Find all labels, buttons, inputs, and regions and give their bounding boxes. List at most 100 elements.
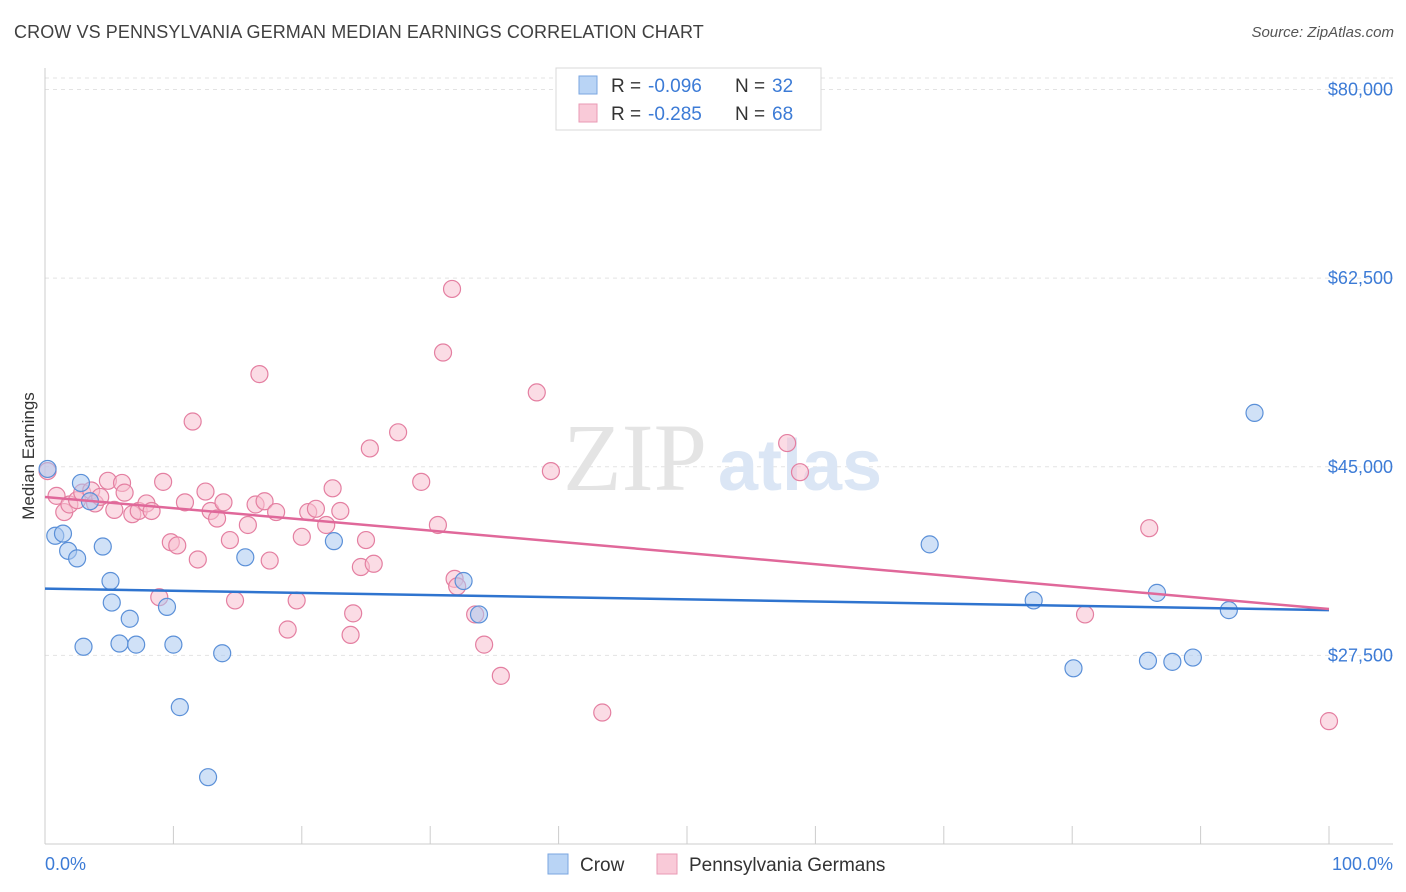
penn-point — [105, 500, 124, 519]
penn-point — [593, 703, 612, 722]
penn-point — [527, 383, 546, 402]
crow-point — [101, 571, 120, 591]
crow-point — [74, 637, 93, 656]
crow-point — [127, 635, 146, 654]
penn-point — [323, 479, 342, 498]
x-axis-ticks — [44, 826, 1330, 844]
penn-point — [175, 493, 195, 512]
penn-point — [238, 515, 257, 535]
crow-point — [324, 532, 343, 551]
penn-point — [1140, 519, 1159, 538]
crow-point — [213, 644, 232, 663]
crow-r-value: -0.096 — [648, 76, 702, 97]
penn-point — [442, 279, 462, 299]
crow-bottom-swatch — [547, 853, 569, 875]
crow-point — [469, 605, 489, 624]
crow-point — [93, 537, 112, 556]
crow-n-label: N = — [735, 76, 765, 97]
penn-point — [214, 493, 233, 512]
penn-n-label: N = — [735, 104, 765, 125]
penn-trend-line — [44, 495, 1330, 611]
penn-point — [260, 551, 279, 570]
crow-points — [38, 403, 1264, 787]
penn-point — [491, 666, 510, 685]
watermark-zip: ZIP — [563, 404, 707, 511]
y-axis-label: Median Earnings — [19, 392, 38, 520]
crow-bottom-label: Crow — [580, 855, 625, 876]
penn-point — [255, 492, 274, 511]
crow-trend-line — [44, 587, 1330, 612]
crow-point — [102, 593, 121, 612]
penn-point — [292, 527, 311, 546]
crow-point — [454, 571, 473, 591]
source-label: Source: ZipAtlas.com — [1251, 24, 1394, 41]
crow-point — [110, 634, 129, 653]
crow-point — [53, 524, 73, 543]
y-tick-label: $80,000 — [1328, 80, 1393, 100]
penn-point — [541, 461, 560, 481]
crow-point — [157, 597, 177, 616]
crow-point — [920, 535, 939, 554]
penn-r-value: -0.285 — [648, 104, 702, 125]
penn-point — [250, 364, 269, 384]
penn-point — [790, 463, 810, 482]
penn-point — [287, 591, 306, 610]
crow-legend-swatch — [578, 75, 598, 95]
penn-point — [183, 412, 202, 431]
penn-point — [475, 635, 494, 654]
penn-point — [344, 604, 363, 623]
penn-point — [778, 433, 797, 453]
chart-title: CROW VS PENNSYLVANIA GERMAN MEDIAN EARNI… — [14, 22, 704, 42]
crow-point — [71, 473, 91, 493]
crow-point — [170, 698, 189, 717]
crow-point — [67, 549, 87, 568]
x-tick-label-min: 0.0% — [45, 854, 86, 874]
penn-bottom-swatch — [656, 853, 678, 875]
crow-point — [236, 548, 255, 567]
penn-point — [220, 530, 239, 550]
penn-point — [356, 530, 376, 550]
penn-point — [196, 482, 215, 501]
penn-point — [433, 343, 453, 362]
penn-r-label: R = — [611, 104, 641, 125]
gridlines — [45, 77, 1393, 656]
penn-point — [317, 515, 336, 535]
penn-point — [225, 591, 245, 610]
stats-legend: R = -0.096 N = 32 R = -0.285 N = 68 — [555, 67, 822, 131]
penn-point — [412, 472, 431, 491]
y-tick-labels: $27,500 $45,000 $62,500 $80,000 — [1328, 80, 1393, 666]
stats-legend-box — [555, 67, 822, 131]
penn-point — [188, 550, 207, 569]
penn-point — [428, 515, 448, 535]
penn-point — [331, 501, 350, 521]
penn-point — [341, 625, 360, 645]
x-tick-label-max: 100.0% — [1332, 854, 1393, 874]
penn-point — [278, 620, 297, 639]
crow-point — [1138, 651, 1158, 670]
y-tick-label: $27,500 — [1328, 645, 1393, 665]
penn-point — [207, 509, 227, 528]
crow-point — [1163, 652, 1182, 671]
crow-point — [1245, 403, 1264, 422]
penn-legend-swatch — [578, 103, 598, 123]
crow-n-value: 32 — [772, 76, 793, 97]
crow-r-label: R = — [611, 76, 641, 97]
penn-bottom-label: Pennsylvania Germans — [689, 855, 885, 876]
penn-point — [1075, 605, 1095, 624]
crow-point — [1219, 601, 1238, 620]
penn-point — [1319, 712, 1339, 731]
penn-point — [306, 499, 326, 518]
crow-point — [1064, 659, 1083, 678]
y-tick-label: $45,000 — [1328, 457, 1393, 477]
crow-point — [164, 635, 183, 654]
penn-point — [115, 483, 134, 502]
penn-point — [47, 486, 66, 505]
crow-point — [38, 459, 57, 479]
bottom-legend: Crow Pennsylvania Germans — [547, 853, 885, 876]
penn-point — [389, 423, 408, 442]
crow-point — [120, 609, 139, 628]
penn-n-value: 68 — [772, 104, 793, 125]
y-tick-label: $62,500 — [1328, 268, 1393, 288]
penn-point — [154, 472, 173, 491]
